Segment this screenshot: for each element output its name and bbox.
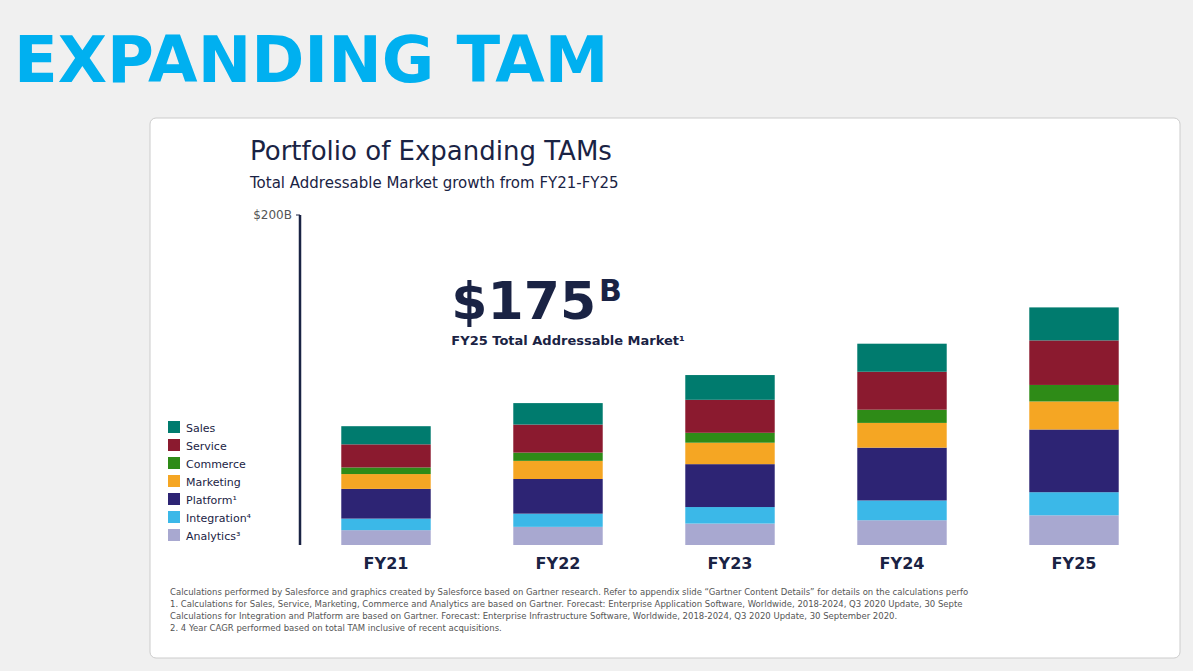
bars [341, 307, 1118, 545]
footnote: 1. Calculations for Sales, Service, Mark… [170, 599, 963, 609]
bar-segment [1029, 385, 1118, 402]
bar-segment [685, 375, 774, 400]
bar-segment [341, 444, 430, 467]
bar-segment [513, 425, 602, 453]
bar-segment [1029, 401, 1118, 429]
bar-segment [1029, 492, 1118, 515]
bar-segment [1029, 307, 1118, 340]
bar-segment [513, 514, 602, 527]
panel [150, 118, 1180, 658]
legend: Sales Service Commerce Marketing Platform¹ In… [168, 421, 252, 543]
bar-segment [857, 500, 946, 520]
bar-segment [685, 464, 774, 507]
heading: EXPANDING TAM [14, 23, 608, 97]
x-tick-label: FY24 [880, 554, 925, 573]
bar-segment [685, 433, 774, 443]
bar-segment [857, 344, 946, 372]
legend-label: Marketing [186, 476, 241, 489]
x-tick-label: FY22 [536, 554, 581, 573]
legend-swatch [168, 475, 180, 487]
legend-swatch [168, 457, 180, 469]
footnote: 2. 4 Year CAGR performed based on total … [170, 623, 502, 633]
y-tick-label: $200B [253, 208, 292, 222]
annotation-label: FY25 Total Addressable Market¹ [451, 333, 684, 348]
bar-segment [513, 527, 602, 545]
bar-segment [857, 423, 946, 448]
legend-swatch [168, 529, 180, 541]
bar-segment [341, 426, 430, 444]
footnote: Calculations performed by Salesforce and… [170, 587, 968, 597]
bar-segment [341, 519, 430, 531]
background [0, 0, 1193, 671]
bar-segment [513, 403, 602, 424]
legend-label: Sales [186, 422, 216, 435]
title: Portfolio of Expanding TAMs [250, 136, 612, 166]
legend-label: Service [186, 440, 227, 453]
bar-segment [341, 489, 430, 519]
bar-segment [513, 479, 602, 514]
bar-segment [341, 530, 430, 545]
bar-segment [857, 410, 946, 423]
bar-segment [341, 474, 430, 489]
x-tick-label: FY25 [1052, 554, 1097, 573]
annotation-value: $175 [451, 271, 596, 331]
legend-label: Commerce [186, 458, 246, 471]
bar-segment [857, 520, 946, 545]
chart: EXPANDING TAM Portfolio of Expanding TAMs… [0, 0, 1193, 671]
bar-segment [513, 461, 602, 479]
bar-segment [1029, 430, 1118, 493]
legend-swatch [168, 421, 180, 433]
x-tick-label: FY23 [708, 554, 753, 573]
legend-label: Integration⁴ [186, 512, 252, 525]
bar-segment [1029, 340, 1118, 385]
bar-segment [1029, 515, 1118, 545]
bar-segment [857, 448, 946, 501]
annotation-suffix: B [599, 273, 622, 308]
legend-swatch [168, 511, 180, 523]
y-tick [296, 215, 300, 216]
bar-segment [513, 453, 602, 461]
bar-segment [341, 467, 430, 474]
legend-label: Analytics³ [186, 530, 240, 543]
footnote: Calculations for Integration and Platfor… [170, 611, 897, 621]
subtitle: Total Addressable Market growth from FY2… [249, 174, 619, 192]
x-tick-label: FY21 [364, 554, 409, 573]
bar-segment [685, 443, 774, 464]
bar-segment [685, 400, 774, 433]
bar-segment [857, 372, 946, 410]
y-axis-line [299, 215, 302, 545]
bar-segment [685, 524, 774, 545]
legend-swatch [168, 439, 180, 451]
legend-label: Platform¹ [186, 494, 237, 507]
legend-swatch [168, 493, 180, 505]
bar-segment [685, 507, 774, 524]
